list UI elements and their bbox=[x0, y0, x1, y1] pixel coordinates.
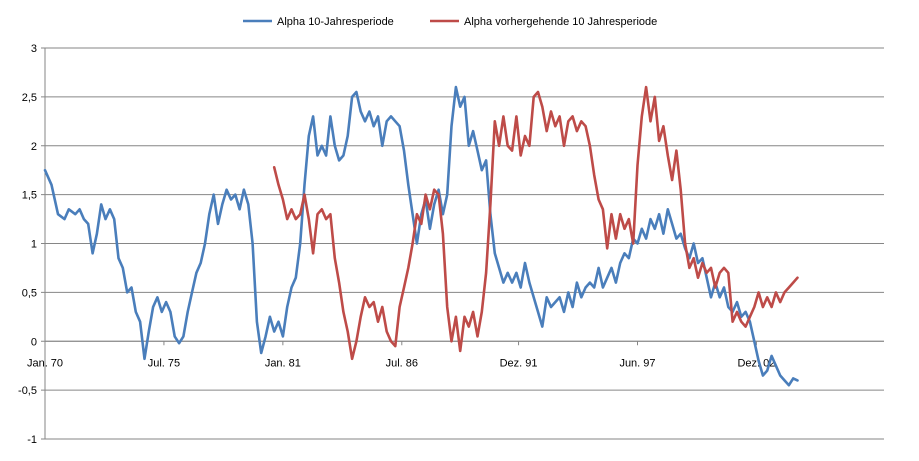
y-tick-label: 3 bbox=[31, 43, 37, 55]
series-line-1 bbox=[272, 85, 799, 361]
x-tick-label: Jan. 81 bbox=[265, 357, 301, 369]
y-tick-label: 1,5 bbox=[22, 190, 37, 202]
legend-label-0: Alpha 10-Jahresperiode bbox=[277, 16, 394, 28]
x-tick-label: Dez. 91 bbox=[500, 357, 538, 369]
x-tick-label: Jan. 70 bbox=[27, 357, 63, 369]
x-tick-label: Dez. 02 bbox=[737, 357, 775, 369]
legend-label-1: Alpha vorhergehende 10 Jahresperiode bbox=[464, 16, 657, 28]
y-tick-label: 2,5 bbox=[22, 92, 37, 104]
y-tick-label: 1 bbox=[31, 239, 37, 251]
y-tick-label: 0,5 bbox=[22, 287, 37, 299]
y-tick-label: 0 bbox=[31, 336, 37, 348]
y-tick-label: 2 bbox=[31, 141, 37, 153]
x-tick-label: Jun. 97 bbox=[619, 357, 655, 369]
y-tick-label: -0,5 bbox=[18, 385, 37, 397]
legend: Alpha 10-Jahresperiode Alpha vorhergehend… bbox=[243, 16, 657, 28]
x-tick-label: Jul. 86 bbox=[386, 357, 418, 369]
series-lines bbox=[43, 85, 799, 387]
y-tick-label: -1 bbox=[27, 434, 37, 446]
y-tick-labels: 3 2,5 2 1,5 1 0,5 0 -0,5 -1 bbox=[18, 43, 37, 446]
x-tick-labels: Jan. 70 Jul. 75 Jan. 81 Jul. 86 Dez. 91 Jun. … bbox=[27, 357, 775, 369]
x-tick-label: Jul. 75 bbox=[148, 357, 180, 369]
axes bbox=[41, 47, 884, 440]
